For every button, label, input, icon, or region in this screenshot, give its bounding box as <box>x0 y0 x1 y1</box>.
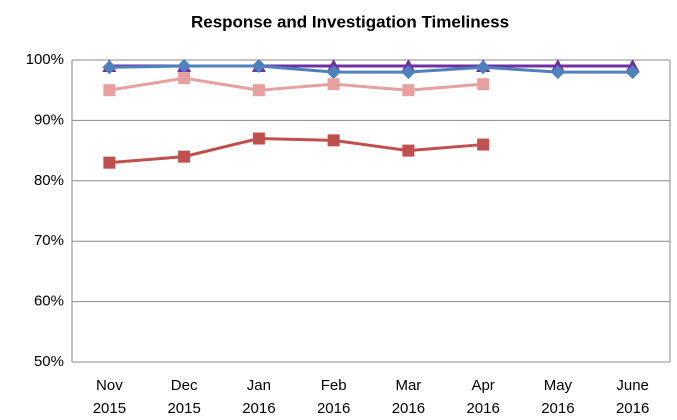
x-tick-label: Feb 2016 <box>316 377 351 417</box>
marker <box>252 84 265 97</box>
marker <box>477 138 490 151</box>
series-line <box>109 137 484 165</box>
x-tick-label: Dec 2015 <box>167 377 201 417</box>
y-tick-label: 60% <box>34 293 64 310</box>
marker <box>327 78 340 91</box>
marker <box>103 84 116 97</box>
marker <box>178 72 191 85</box>
y-tick-label: 70% <box>34 232 64 249</box>
marker <box>178 150 191 163</box>
chart-title: Response and Investigation Timeliness <box>191 12 509 31</box>
marker <box>402 144 415 157</box>
marker <box>625 65 640 80</box>
series-line <box>109 64 633 74</box>
marker <box>326 65 341 80</box>
marker <box>402 84 415 97</box>
x-tick-label: Mar 2016 <box>391 377 426 417</box>
x-tick-label: Jan 2016 <box>242 377 276 417</box>
y-tick-label: 100% <box>26 51 64 68</box>
x-tick-label: Nov 2015 <box>92 377 127 417</box>
marker <box>251 59 266 74</box>
marker <box>327 134 340 147</box>
y-tick-label: 80% <box>34 172 64 189</box>
x-tick-label: June 2016 <box>615 377 650 417</box>
marker <box>477 78 490 91</box>
marker <box>102 60 117 75</box>
y-tick-label: 50% <box>34 353 64 370</box>
marker <box>476 60 491 75</box>
y-tick-label: 90% <box>34 111 64 128</box>
marker <box>550 65 565 80</box>
marker <box>252 132 265 145</box>
x-tick-label: May 2016 <box>541 377 575 417</box>
marker <box>401 65 416 80</box>
series-line <box>109 76 484 92</box>
marker <box>103 156 116 169</box>
marker <box>177 59 192 74</box>
x-tick-label: Apr 2016 <box>466 377 500 417</box>
